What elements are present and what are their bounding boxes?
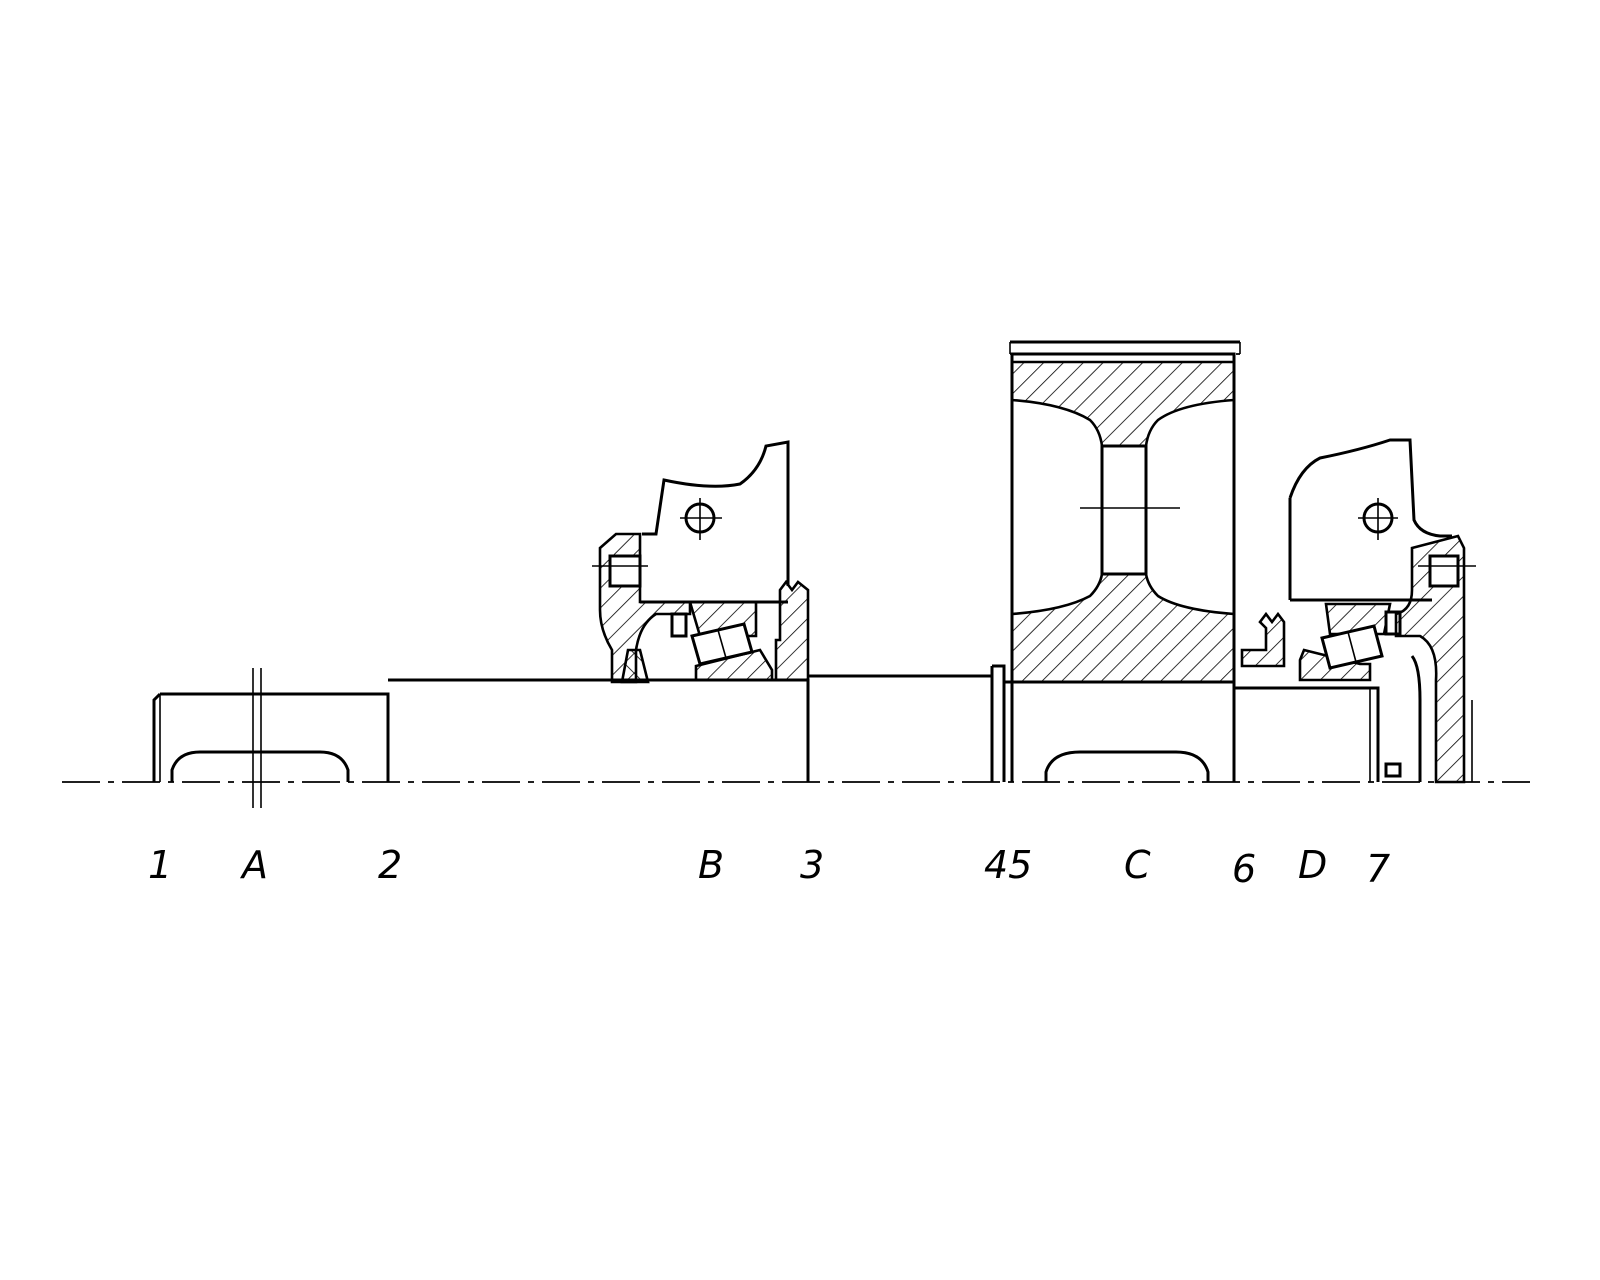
label-45: 45 xyxy=(984,843,1032,887)
section-labels: 1 A 2 B 3 45 C 6 D 7 xyxy=(148,843,1390,891)
label-1: 1 xyxy=(148,843,172,887)
left-bearing-housing xyxy=(592,440,810,684)
label-d: D xyxy=(1298,843,1327,887)
shaft xyxy=(152,664,1380,808)
label-6: 6 xyxy=(1232,847,1256,891)
label-a: A xyxy=(239,843,268,887)
label-7: 7 xyxy=(1366,847,1390,891)
gear-c xyxy=(1009,340,1241,684)
label-c: C xyxy=(1124,843,1151,887)
label-2: 2 xyxy=(378,843,402,887)
right-bearing-housing xyxy=(1240,438,1476,784)
label-3: 3 xyxy=(800,843,824,887)
label-b: B xyxy=(698,843,724,887)
keyway-a xyxy=(170,750,350,782)
keyway-c xyxy=(1044,750,1210,782)
